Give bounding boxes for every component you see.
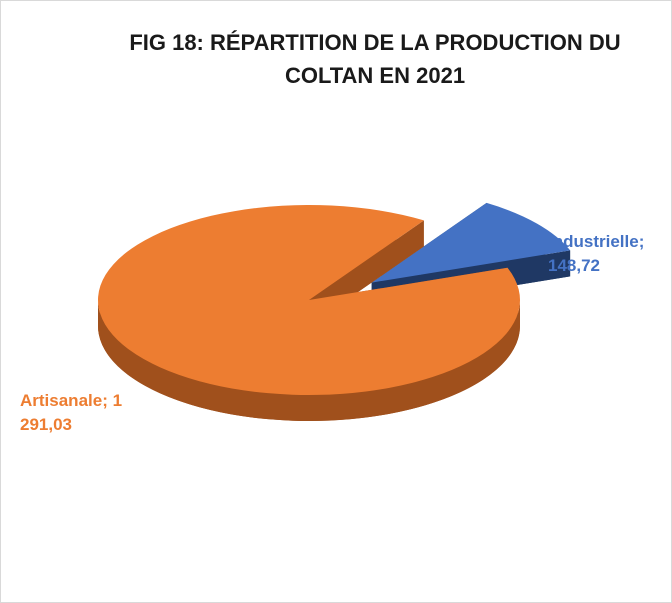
value-label: 1 291,03 [20,391,123,434]
slice [371,202,571,283]
category-name: Industrielle [548,232,639,251]
separator: ; [638,232,645,251]
data-label: Industrielle; 148,72 [548,230,652,278]
slice-side [98,300,520,421]
data-label: Artisanale; 1 291,03 [20,389,130,437]
slice [98,205,520,396]
separator: ; [102,391,113,410]
category-name: Artisanale [20,391,103,410]
value-label: 148,72 [548,256,600,275]
chart-title: FIG 18: RÉPARTITION DE LA PRODUCTION DU … [129,30,621,88]
